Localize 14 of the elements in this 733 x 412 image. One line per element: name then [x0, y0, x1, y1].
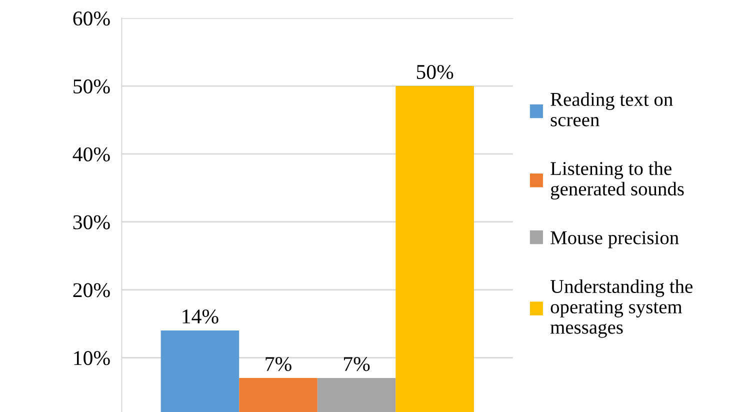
y-tick-label: 40%: [72, 147, 110, 162]
legend-label: Mouse precision: [550, 231, 679, 248]
data-label: 7%: [344, 356, 370, 372]
y-tick-label: 30%: [73, 215, 110, 230]
legend-label: Reading text on screen: [550, 92, 673, 126]
legend-label: Understanding the operating system messages: [550, 279, 692, 338]
y-tick-label: 60%: [73, 12, 110, 26]
data-label: 14%: [182, 309, 218, 324]
data-label: 50%: [416, 64, 454, 80]
y-tick-label: 20%: [73, 283, 110, 298]
legend-label: Listening to the generated sounds: [550, 161, 684, 200]
y-tick-label: 50%: [74, 79, 110, 94]
data-label: 7%: [266, 356, 292, 372]
y-tick-label: 10%: [74, 351, 110, 366]
